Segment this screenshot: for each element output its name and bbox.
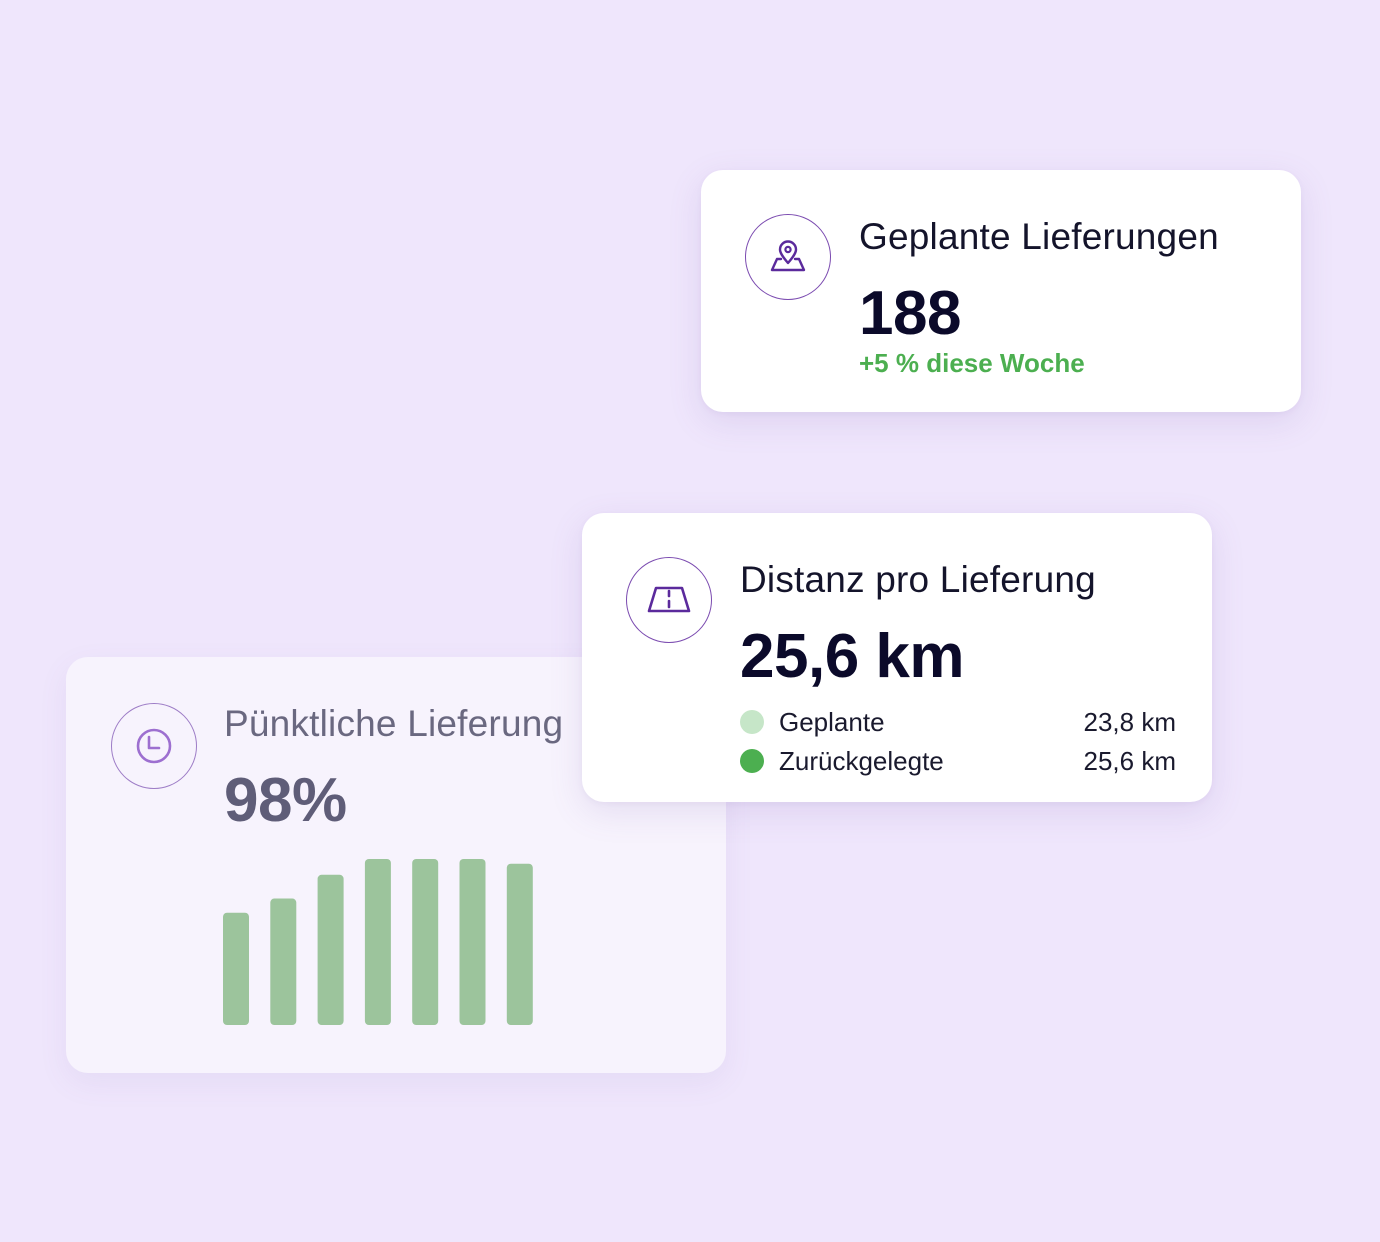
map-pin-icon <box>770 240 806 272</box>
chart-bar-7 <box>506 863 533 1025</box>
planned-deliveries-value: 188 <box>859 279 961 348</box>
planned-deliveries-change: +5 % diese Woche <box>859 348 1085 378</box>
road-icon <box>647 586 691 613</box>
chart-bar-5 <box>412 859 439 1025</box>
legend-value-planned: 23,8 km <box>1083 706 1177 737</box>
clock-icon-circle <box>111 703 197 789</box>
map-pin-icon-circle <box>745 214 831 300</box>
legend-label-traveled: Zurückgelegte <box>779 745 944 776</box>
legend-value-traveled: 25,6 km <box>1083 745 1177 776</box>
distance-per-delivery-card: Distanz pro Lieferung 25,6 km Geplante 2… <box>582 513 1212 802</box>
chart-bar-3 <box>317 874 344 1025</box>
distance-per-delivery-value: 25,6 km <box>740 622 965 691</box>
legend-label-planned: Geplante <box>779 706 885 737</box>
chart-bar-4 <box>364 859 391 1025</box>
legend-item-planned: Geplante 23,8 km <box>740 707 1176 737</box>
distance-per-delivery-title: Distanz pro Lieferung <box>740 559 1096 600</box>
chart-bar-6 <box>459 859 486 1025</box>
planned-deliveries-card: Geplante Lieferungen 188 +5 % diese Woch… <box>701 170 1301 412</box>
on-time-bar-chart <box>223 859 533 1025</box>
on-time-delivery-title: Pünktliche Lieferung <box>224 703 564 744</box>
legend-dot-traveled <box>740 749 764 773</box>
chart-bar-1 <box>223 912 249 1025</box>
road-icon-circle <box>626 557 712 643</box>
legend-dot-planned <box>740 710 764 734</box>
on-time-delivery-value: 98% <box>224 766 347 835</box>
clock-icon <box>136 728 172 764</box>
planned-deliveries-title: Geplante Lieferungen <box>859 216 1219 257</box>
legend-item-traveled: Zurückgelegte 25,6 km <box>740 746 1176 776</box>
chart-bar-2 <box>270 898 297 1025</box>
